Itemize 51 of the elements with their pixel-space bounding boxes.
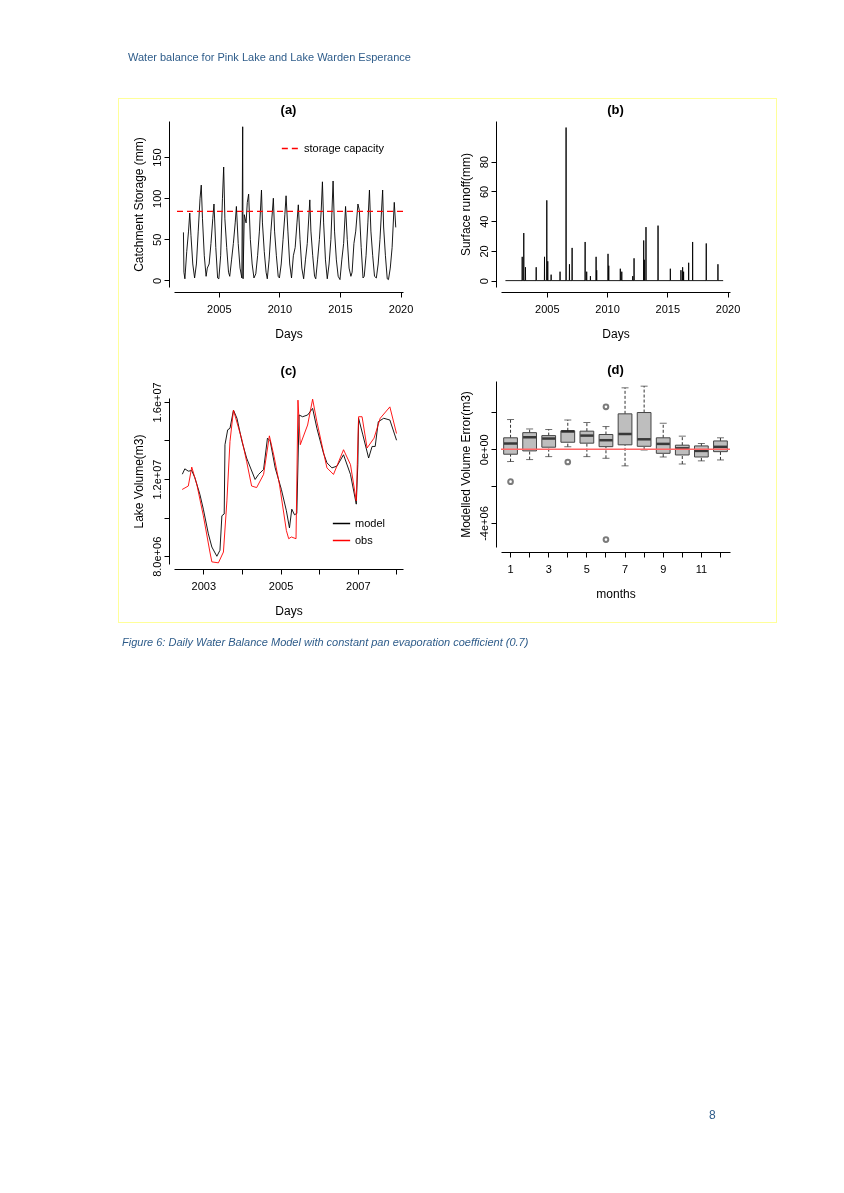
y-axis-title: Lake Volume(m3) — [131, 434, 146, 529]
y-tick-label: 8.0e+06 — [150, 536, 163, 577]
x-tick-label: 11 — [695, 562, 708, 575]
legend-label: obs — [355, 533, 374, 546]
y-tick-label: 1.2e+07 — [150, 459, 163, 500]
y-tick-label: 50 — [150, 233, 163, 246]
y-tick-label: 40 — [477, 215, 490, 228]
x-tick-label: 2015 — [655, 302, 681, 315]
line-series — [505, 127, 724, 282]
legend-label: model — [355, 516, 385, 529]
caption: Figure 6: Daily Water Balance Model with constant pan evaporation coefficient (0.7) — [122, 636, 529, 648]
x-tick-label: 2020 — [388, 302, 414, 315]
x-tick-label: 2010 — [267, 302, 293, 315]
x-tick-label: 5 — [583, 562, 590, 575]
x-tick-label: 3 — [545, 562, 552, 575]
y-axis-title: Catchment Storage (mm) — [131, 137, 146, 272]
x-tick-label: 7 — [621, 562, 629, 575]
chart-title: (a) — [280, 102, 297, 117]
x-axis-title: Days — [275, 603, 303, 618]
x-tick-label: 2020 — [715, 302, 741, 315]
y-tick-label: 1.6e+07 — [150, 382, 163, 423]
chart-title: (d) — [607, 362, 624, 377]
legend-label: storage capacity — [304, 141, 385, 154]
chart-title: (c) — [280, 362, 297, 378]
chart-title: (b) — [607, 102, 624, 117]
line-series — [183, 126, 397, 281]
x-tick-label: 2005 — [207, 302, 232, 315]
x-tick-label: 2005 — [535, 302, 560, 315]
text: Water balance for Pink Lake and Lake Warden Esperance — [128, 51, 411, 63]
y-tick-label: 80 — [477, 156, 490, 169]
y-tick-label: 100 — [150, 189, 163, 208]
y-tick-label: 0 — [477, 278, 490, 285]
y-axis-title: Surface runoff(mm) — [458, 152, 473, 257]
y-tick-label: 20 — [477, 245, 490, 258]
x-tick-label: 2007 — [346, 579, 371, 592]
y-tick-label: 0e+00 — [477, 434, 490, 466]
y-tick-label: 150 — [150, 148, 163, 167]
y-tick-label: -4e+06 — [477, 506, 490, 541]
x-tick-label: 2005 — [268, 579, 294, 592]
y-tick-label: 60 — [477, 185, 490, 199]
x-tick-label: 2003 — [191, 579, 217, 592]
y-tick-label: 0 — [150, 277, 163, 284]
text: 8 — [709, 1108, 716, 1122]
x-tick-label: 2010 — [595, 302, 620, 315]
x-tick-label: 1 — [507, 562, 514, 575]
x-axis-title: Days — [602, 326, 630, 341]
x-tick-label: 9 — [660, 562, 667, 575]
x-axis-title: Days — [275, 326, 303, 341]
x-tick-label: 2015 — [328, 302, 353, 315]
y-axis-title: Modelled Volume Error(m3) — [458, 391, 473, 538]
x-axis-title: months — [596, 586, 636, 601]
